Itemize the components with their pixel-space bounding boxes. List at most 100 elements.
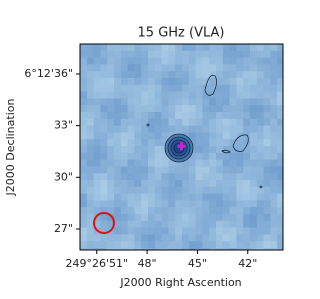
- map-pixel: [100, 159, 108, 167]
- map-pixel: [216, 248, 224, 250]
- map-pixel: [256, 234, 265, 242]
- map-pixel: [243, 57, 251, 65]
- map-pixel: [284, 248, 291, 255]
- map-pixel: [250, 248, 258, 250]
- map-pixel: [114, 227, 122, 235]
- map-pixel: [188, 44, 197, 52]
- map-pixel: [120, 125, 129, 133]
- map-pixel: [188, 91, 197, 99]
- map-pixel: [195, 159, 203, 167]
- map-pixel: [243, 71, 251, 79]
- map-pixel: [222, 152, 231, 161]
- map-pixel: [154, 71, 163, 79]
- map-pixel: [127, 98, 135, 106]
- x-tick-label: 45": [188, 257, 207, 270]
- map-pixel: [154, 166, 163, 174]
- map-pixel: [236, 193, 244, 201]
- map-pixel: [148, 152, 156, 161]
- map-pixel: [263, 91, 271, 99]
- map-pixel: [236, 118, 244, 127]
- map-pixel: [161, 200, 169, 208]
- map-pixel: [80, 118, 88, 127]
- map-pixel: [161, 78, 169, 86]
- map-pixel: [236, 248, 244, 250]
- map-pixel: [114, 125, 122, 133]
- map-pixel: [161, 91, 169, 99]
- map-pixel: [161, 234, 169, 242]
- map-pixel: [202, 193, 210, 201]
- map-pixel: [236, 98, 244, 106]
- map-pixel: [256, 152, 265, 161]
- map-pixel: [93, 98, 101, 106]
- map-pixel: [161, 64, 169, 72]
- map-pixel: [256, 112, 265, 120]
- map-pixel: [277, 220, 283, 229]
- map-pixel: [243, 207, 251, 215]
- map-pixel: [114, 50, 122, 59]
- map-pixel: [168, 214, 176, 222]
- map-pixel: [202, 146, 210, 154]
- map-pixel: [80, 98, 88, 106]
- map-pixel: [175, 91, 183, 99]
- map-pixel: [161, 105, 169, 113]
- map-pixel: [236, 125, 244, 133]
- map-pixel: [134, 146, 142, 154]
- map-pixel: [277, 200, 283, 208]
- map-pixel: [195, 227, 203, 235]
- x-tick-label: 42": [238, 257, 257, 270]
- map-pixel: [93, 91, 101, 99]
- map-pixel: [263, 173, 271, 181]
- map-pixel: [202, 57, 210, 65]
- map-pixel: [141, 91, 149, 99]
- map-pixel: [148, 112, 156, 120]
- map-pixel: [148, 248, 156, 250]
- map-pixel: [243, 166, 251, 174]
- map-pixel: [263, 166, 271, 174]
- map-pixel: [256, 139, 265, 147]
- map-pixel: [222, 91, 231, 99]
- map-pixel: [188, 57, 197, 65]
- map-pixel: [263, 78, 271, 86]
- map-pixel: [168, 173, 176, 181]
- map-pixel: [141, 234, 149, 242]
- map-pixel: [216, 64, 224, 72]
- map-pixel: [127, 200, 135, 208]
- map-pixel: [175, 125, 183, 133]
- map-pixel: [243, 139, 251, 147]
- map-pixel: [188, 186, 197, 195]
- map-pixel: [93, 64, 101, 72]
- map-pixel: [250, 193, 258, 201]
- map-pixel: [270, 105, 278, 113]
- map-pixel: [277, 234, 283, 242]
- map-pixel: [250, 166, 258, 174]
- map-pixel: [202, 173, 210, 181]
- map-pixel: [100, 105, 108, 113]
- map-pixel: [229, 139, 237, 147]
- map-pixel: [93, 220, 101, 229]
- map-pixel: [141, 44, 149, 52]
- map-pixel: [127, 44, 135, 52]
- map-pixel: [100, 248, 108, 250]
- map-pixel: [284, 194, 291, 201]
- map-pixel: [86, 84, 95, 93]
- map-pixel: [216, 180, 224, 188]
- map-pixel: [222, 84, 231, 93]
- map-pixel: [243, 112, 251, 120]
- map-pixel: [216, 71, 224, 79]
- map-pixel: [168, 227, 176, 235]
- map-pixel: [188, 132, 197, 140]
- map-pixel: [284, 173, 291, 180]
- map-pixel: [148, 44, 156, 52]
- map-pixel: [195, 166, 203, 174]
- map-pixel: [120, 44, 129, 52]
- map-pixel: [195, 146, 203, 154]
- map-pixel: [209, 98, 217, 106]
- map-pixel: [195, 220, 203, 229]
- map-pixel: [195, 78, 203, 86]
- map-pixel: [107, 241, 115, 249]
- map-pixel: [270, 118, 278, 127]
- map-pixel: [141, 173, 149, 181]
- map-pixel: [168, 71, 176, 79]
- map-pixel: [270, 125, 278, 133]
- map-pixel: [134, 91, 142, 99]
